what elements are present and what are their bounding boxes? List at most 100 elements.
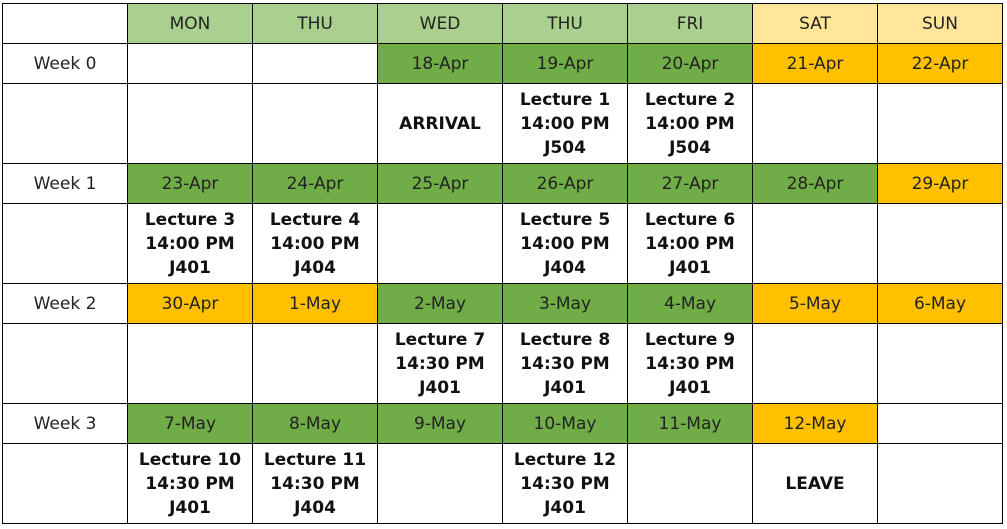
event-line: Lecture 12: [513, 449, 617, 470]
event-line: J401: [169, 257, 211, 278]
event-line: J404: [294, 497, 336, 518]
event-cell[interactable]: Lecture 11 14:30 PM J404: [252, 443, 378, 524]
date-cell[interactable]: 2-May: [377, 283, 503, 324]
event-line: Lecture 11: [263, 449, 367, 470]
date-cell[interactable]: [252, 43, 378, 84]
date-cell[interactable]: 9-May: [377, 403, 503, 444]
empty-cell[interactable]: [2, 323, 128, 404]
event-cell[interactable]: [752, 83, 878, 164]
day-header[interactable]: SUN: [877, 3, 1003, 44]
event-cell[interactable]: [377, 203, 503, 284]
event-cell[interactable]: Lecture 10 14:30 PM J401: [127, 443, 253, 524]
date-cell[interactable]: 27-Apr: [627, 163, 753, 204]
event-line: 14:30 PM: [395, 353, 485, 374]
week-date-row: Week 2 30-Apr 1-May 2-May 3-May 4-May 5-May 6-M…: [2, 283, 1003, 324]
date-cell[interactable]: 25-Apr: [377, 163, 503, 204]
week-label[interactable]: Week 1: [2, 163, 128, 204]
event-cell[interactable]: [377, 443, 503, 524]
event-cell[interactable]: [877, 203, 1003, 284]
event-line: 14:30 PM: [270, 473, 360, 494]
event-cell[interactable]: Lecture 9 14:30 PM J401: [627, 323, 753, 404]
event-cell[interactable]: [127, 323, 253, 404]
event-cell[interactable]: [877, 443, 1003, 524]
week-content-row: Lecture 10 14:30 PM J401 Lecture 11 14:30 PM…: [2, 443, 1003, 524]
event-cell[interactable]: Lecture 1 14:00 PM J504: [502, 83, 628, 164]
event-cell[interactable]: Lecture 3 14:00 PM J401: [127, 203, 253, 284]
date-cell[interactable]: 29-Apr: [877, 163, 1003, 204]
day-header[interactable]: WED: [377, 3, 503, 44]
event-line: Lecture 6: [644, 209, 736, 230]
event-line: Lecture 4: [269, 209, 361, 230]
date-cell[interactable]: 6-May: [877, 283, 1003, 324]
day-header[interactable]: FRI: [627, 3, 753, 44]
day-header[interactable]: MON: [127, 3, 253, 44]
event-line: 14:30 PM: [520, 353, 610, 374]
date-cell[interactable]: 8-May: [252, 403, 378, 444]
date-cell[interactable]: 5-May: [752, 283, 878, 324]
date-cell[interactable]: 18-Apr: [377, 43, 503, 84]
event-line: J404: [544, 257, 586, 278]
date-cell[interactable]: 21-Apr: [752, 43, 878, 84]
empty-cell[interactable]: [2, 83, 128, 164]
event-cell[interactable]: [877, 323, 1003, 404]
date-cell[interactable]: 20-Apr: [627, 43, 753, 84]
week-content-row: Lecture 7 14:30 PM J401 Lecture 8 14:30 PM J4…: [2, 323, 1003, 404]
date-cell[interactable]: 11-May: [627, 403, 753, 444]
event-cell[interactable]: Lecture 6 14:00 PM J401: [627, 203, 753, 284]
date-cell[interactable]: [877, 403, 1003, 444]
week-label[interactable]: Week 0: [2, 43, 128, 84]
date-cell[interactable]: 19-Apr: [502, 43, 628, 84]
date-cell[interactable]: 28-Apr: [752, 163, 878, 204]
date-cell[interactable]: 24-Apr: [252, 163, 378, 204]
date-cell[interactable]: 3-May: [502, 283, 628, 324]
date-cell[interactable]: 12-May: [752, 403, 878, 444]
event-cell[interactable]: Lecture 2 14:00 PM J504: [627, 83, 753, 164]
event-line: 14:00 PM: [645, 233, 735, 254]
date-cell[interactable]: 22-Apr: [877, 43, 1003, 84]
event-cell[interactable]: [627, 443, 753, 524]
event-cell[interactable]: Lecture 8 14:30 PM J401: [502, 323, 628, 404]
schedule-grid: MON THU WED THU FRI SAT SUN Week 0 18-Apr 19-Apr 2…: [2, 3, 1003, 524]
event-line: J401: [544, 497, 586, 518]
date-cell[interactable]: 10-May: [502, 403, 628, 444]
event-line: Lecture 5: [519, 209, 611, 230]
event-cell[interactable]: Lecture 5 14:00 PM J404: [502, 203, 628, 284]
week-content-row: Lecture 3 14:00 PM J401 Lecture 4 14:00 PM J4…: [2, 203, 1003, 284]
event-cell[interactable]: Lecture 12 14:30 PM J401: [502, 443, 628, 524]
event-cell[interactable]: [252, 323, 378, 404]
day-header[interactable]: SAT: [752, 3, 878, 44]
event-line: 14:00 PM: [520, 113, 610, 134]
event-cell[interactable]: Lecture 7 14:30 PM J401: [377, 323, 503, 404]
empty-cell[interactable]: [2, 443, 128, 524]
week-date-row: Week 3 7-May 8-May 9-May 10-May 11-May 12-May: [2, 403, 1003, 444]
event-cell[interactable]: [127, 83, 253, 164]
event-cell[interactable]: ARRIVAL: [377, 83, 503, 164]
day-header[interactable]: THU: [252, 3, 378, 44]
corner-cell[interactable]: [2, 3, 128, 44]
date-cell[interactable]: 23-Apr: [127, 163, 253, 204]
event-cell[interactable]: [877, 83, 1003, 164]
date-cell[interactable]: 4-May: [627, 283, 753, 324]
event-line: J504: [669, 137, 711, 158]
date-cell[interactable]: 26-Apr: [502, 163, 628, 204]
event-cell[interactable]: [752, 203, 878, 284]
date-cell[interactable]: 7-May: [127, 403, 253, 444]
empty-cell[interactable]: [2, 203, 128, 284]
event-line: 14:00 PM: [645, 113, 735, 134]
event-cell[interactable]: [752, 323, 878, 404]
event-line: J401: [544, 377, 586, 398]
event-cell[interactable]: [252, 83, 378, 164]
date-cell[interactable]: 30-Apr: [127, 283, 253, 324]
week-label[interactable]: Week 2: [2, 283, 128, 324]
event-cell[interactable]: Lecture 4 14:00 PM J404: [252, 203, 378, 284]
event-line: Lecture 7: [394, 329, 486, 350]
week-label[interactable]: Week 3: [2, 403, 128, 444]
event-line: 14:30 PM: [645, 353, 735, 374]
event-line: J401: [419, 377, 461, 398]
event-cell[interactable]: LEAVE: [752, 443, 878, 524]
date-cell[interactable]: 1-May: [252, 283, 378, 324]
event-line: 14:30 PM: [520, 473, 610, 494]
date-cell[interactable]: [127, 43, 253, 84]
event-line: J404: [294, 257, 336, 278]
day-header[interactable]: THU: [502, 3, 628, 44]
